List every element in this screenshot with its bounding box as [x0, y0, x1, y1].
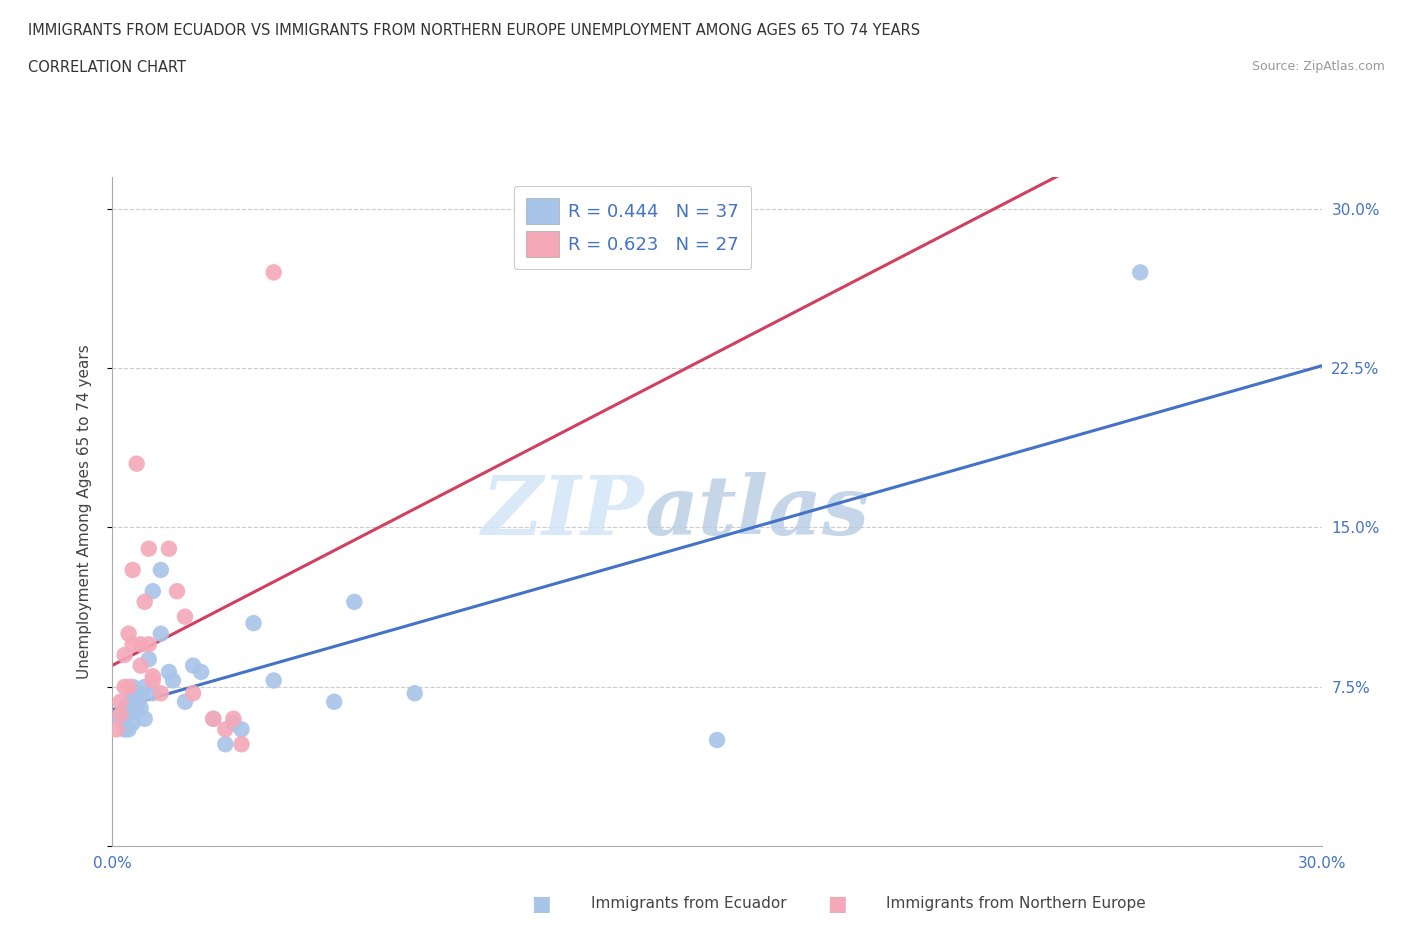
Point [181, 685, 204, 700]
Point [138, 541, 160, 556]
Point [129, 637, 152, 652]
Point [1129, 265, 1152, 280]
Point [174, 609, 197, 624]
Point [149, 563, 172, 578]
Text: CORRELATION CHART: CORRELATION CHART [28, 60, 186, 75]
Point [125, 705, 148, 720]
Point [117, 626, 139, 641]
Point [110, 711, 132, 726]
Point [231, 737, 253, 751]
Point [343, 594, 366, 609]
Text: ZIP: ZIP [482, 472, 644, 551]
Point [138, 652, 160, 667]
Point [129, 690, 152, 705]
Point [117, 722, 139, 737]
Text: ■: ■ [827, 894, 846, 914]
Y-axis label: Unemployment Among Ages 65 to 74 years: Unemployment Among Ages 65 to 74 years [77, 344, 91, 679]
Point [214, 722, 236, 737]
Point [162, 673, 184, 688]
Point [121, 637, 143, 652]
Legend: R = 0.444   N = 37, R = 0.623   N = 27: R = 0.444 N = 37, R = 0.623 N = 27 [513, 186, 751, 270]
Point [117, 707, 139, 722]
Point [157, 665, 180, 680]
Point [263, 265, 285, 280]
Point [190, 665, 212, 680]
Point [114, 700, 136, 715]
Text: atlas: atlas [644, 472, 870, 551]
Point [121, 690, 143, 705]
Text: Immigrants from Northern Europe: Immigrants from Northern Europe [886, 897, 1146, 911]
Point [181, 658, 204, 673]
Point [105, 722, 128, 737]
Point [263, 673, 285, 688]
Point [134, 711, 156, 726]
Point [323, 695, 346, 710]
Point [134, 680, 156, 695]
Text: Source: ZipAtlas.com: Source: ZipAtlas.com [1251, 60, 1385, 73]
Point [121, 715, 143, 730]
Point [222, 715, 245, 730]
Point [222, 711, 245, 726]
Point [242, 616, 264, 631]
Text: IMMIGRANTS FROM ECUADOR VS IMMIGRANTS FROM NORTHERN EUROPE UNEMPLOYMENT AMONG AG: IMMIGRANTS FROM ECUADOR VS IMMIGRANTS FR… [28, 23, 921, 38]
Point [157, 541, 180, 556]
Point [114, 680, 136, 695]
Point [142, 584, 165, 599]
Point [110, 707, 132, 722]
Point [149, 685, 172, 700]
Point [202, 711, 225, 726]
Point [149, 626, 172, 641]
Point [142, 669, 165, 684]
Point [114, 647, 136, 662]
Point [166, 584, 188, 599]
Point [706, 733, 728, 748]
Point [214, 737, 236, 751]
Text: ■: ■ [531, 894, 551, 914]
Point [231, 722, 253, 737]
Point [117, 695, 139, 710]
Point [121, 680, 143, 695]
Point [125, 457, 148, 472]
Point [142, 685, 165, 700]
Point [129, 658, 152, 673]
Point [202, 711, 225, 726]
Point [134, 594, 156, 609]
Point [117, 680, 139, 695]
Text: Immigrants from Ecuador: Immigrants from Ecuador [591, 897, 786, 911]
Point [125, 695, 148, 710]
Point [174, 695, 197, 710]
Point [110, 695, 132, 710]
Point [142, 673, 165, 688]
Point [404, 685, 426, 700]
Point [138, 637, 160, 652]
Point [125, 685, 148, 700]
Point [121, 563, 143, 578]
Point [129, 700, 152, 715]
Point [114, 722, 136, 737]
